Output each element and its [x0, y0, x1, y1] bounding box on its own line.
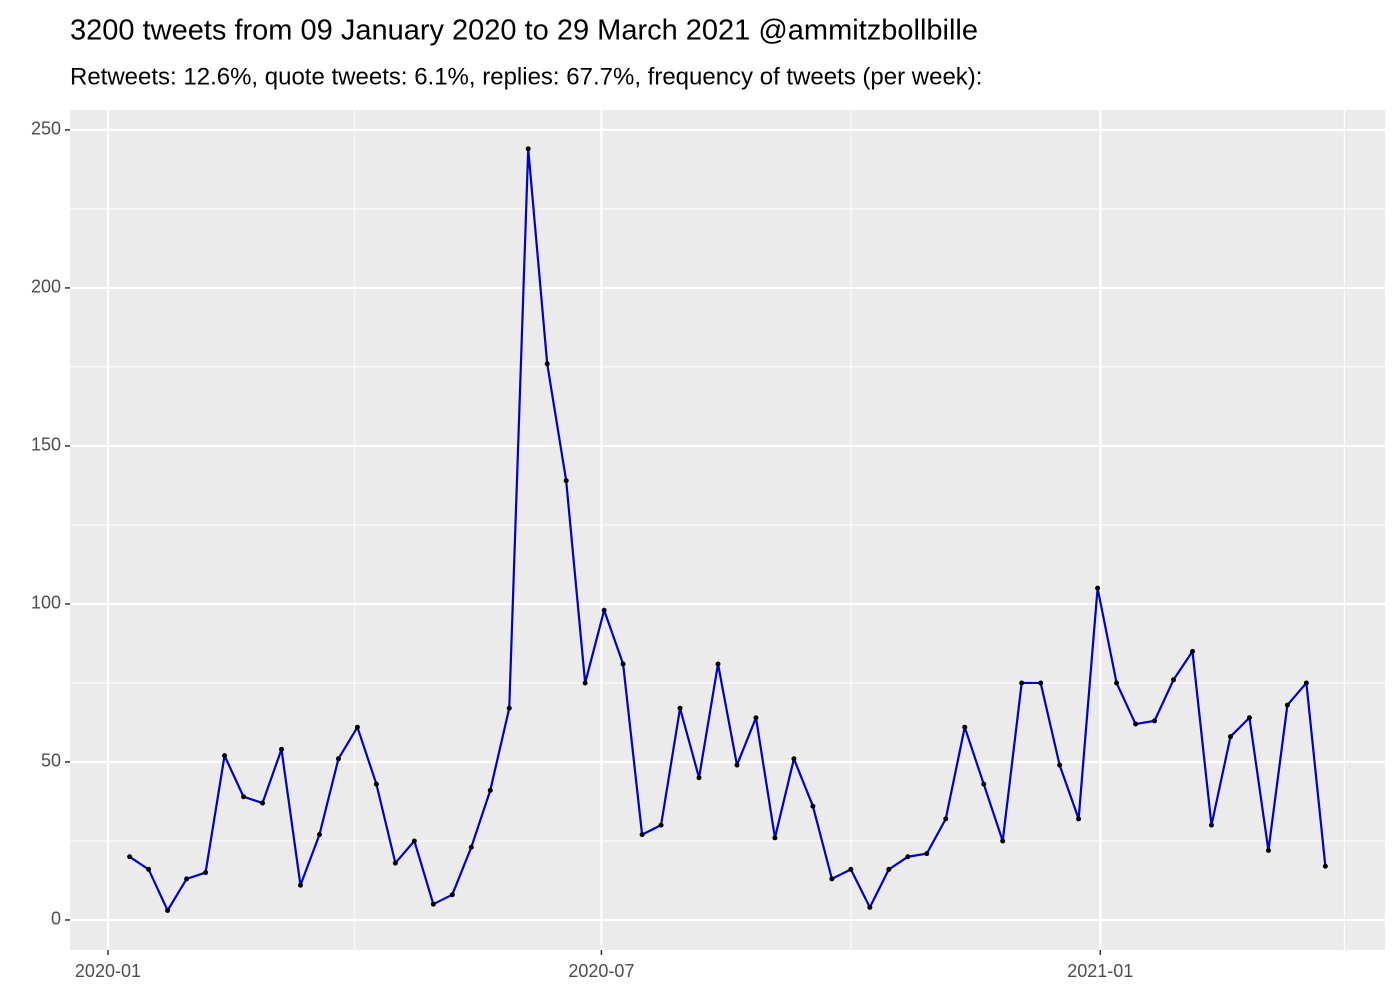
data-point — [335, 756, 341, 762]
plot-panel — [70, 110, 1385, 950]
data-point — [316, 832, 322, 838]
data-point — [1265, 847, 1271, 853]
data-point — [506, 705, 512, 711]
data-point — [1076, 816, 1082, 822]
data-point — [886, 866, 892, 872]
data-point — [1057, 762, 1063, 768]
y-tick-label: 50 — [41, 751, 61, 771]
data-point — [582, 680, 588, 686]
data-point — [791, 756, 797, 762]
data-point — [1227, 734, 1233, 740]
data-point — [962, 724, 968, 730]
data-point — [1019, 680, 1025, 686]
data-point — [1171, 677, 1177, 683]
data-point — [810, 803, 816, 809]
data-point — [1189, 648, 1195, 654]
data-point — [1208, 822, 1214, 828]
data-point — [867, 904, 873, 910]
data-point — [1152, 718, 1158, 724]
data-point — [487, 787, 493, 793]
y-tick-label: 250 — [31, 119, 61, 139]
data-point — [1284, 702, 1290, 708]
data-point — [468, 844, 474, 850]
y-tick-label: 100 — [31, 593, 61, 613]
data-point — [753, 715, 759, 721]
data-point — [734, 762, 740, 768]
data-point — [1114, 680, 1120, 686]
data-point — [1303, 680, 1309, 686]
data-point — [165, 907, 171, 913]
data-point — [354, 724, 360, 730]
chart-subtitle: Retweets: 12.6%, quote tweets: 6.1%, rep… — [70, 63, 982, 90]
y-tick-label: 200 — [31, 277, 61, 297]
data-point — [392, 860, 398, 866]
data-point — [449, 892, 455, 898]
data-point — [696, 775, 702, 781]
data-point — [184, 876, 190, 882]
data-point — [525, 146, 531, 152]
data-point — [563, 478, 569, 484]
data-point — [620, 661, 626, 667]
series-line — [129, 147, 1327, 912]
data-point — [601, 607, 607, 613]
data-point — [677, 705, 683, 711]
data-point — [639, 832, 645, 838]
data-point — [829, 876, 835, 882]
data-point — [222, 753, 228, 759]
y-tick-label: 150 — [31, 435, 61, 455]
data-point — [203, 870, 209, 876]
data-point — [127, 854, 133, 860]
data-point — [1038, 680, 1044, 686]
data-point — [260, 800, 266, 806]
y-tick-label: 0 — [51, 909, 61, 929]
data-point — [411, 838, 417, 844]
x-tick-label: 2021-01 — [1067, 961, 1133, 981]
data-point — [278, 746, 284, 752]
data-point — [146, 866, 152, 872]
data-point — [981, 781, 987, 787]
data-point — [430, 901, 436, 907]
data-point — [241, 794, 247, 800]
data-point — [715, 661, 721, 667]
data-point — [1000, 838, 1006, 844]
data-point — [373, 781, 379, 787]
chart-title: 3200 tweets from 09 January 2020 to 29 M… — [70, 15, 978, 47]
data-point — [1322, 863, 1328, 869]
data-point — [924, 851, 930, 857]
data-point — [297, 882, 303, 888]
data-point — [658, 822, 664, 828]
data-point — [1095, 585, 1101, 591]
data-point — [1133, 721, 1139, 727]
data-point — [848, 866, 854, 872]
data-point — [772, 835, 778, 841]
data-point — [943, 816, 949, 822]
x-tick-label: 2020-07 — [568, 961, 634, 981]
data-point — [1246, 715, 1252, 721]
data-point — [905, 854, 911, 860]
x-tick-label: 2020-01 — [75, 961, 141, 981]
data-point — [544, 361, 550, 367]
